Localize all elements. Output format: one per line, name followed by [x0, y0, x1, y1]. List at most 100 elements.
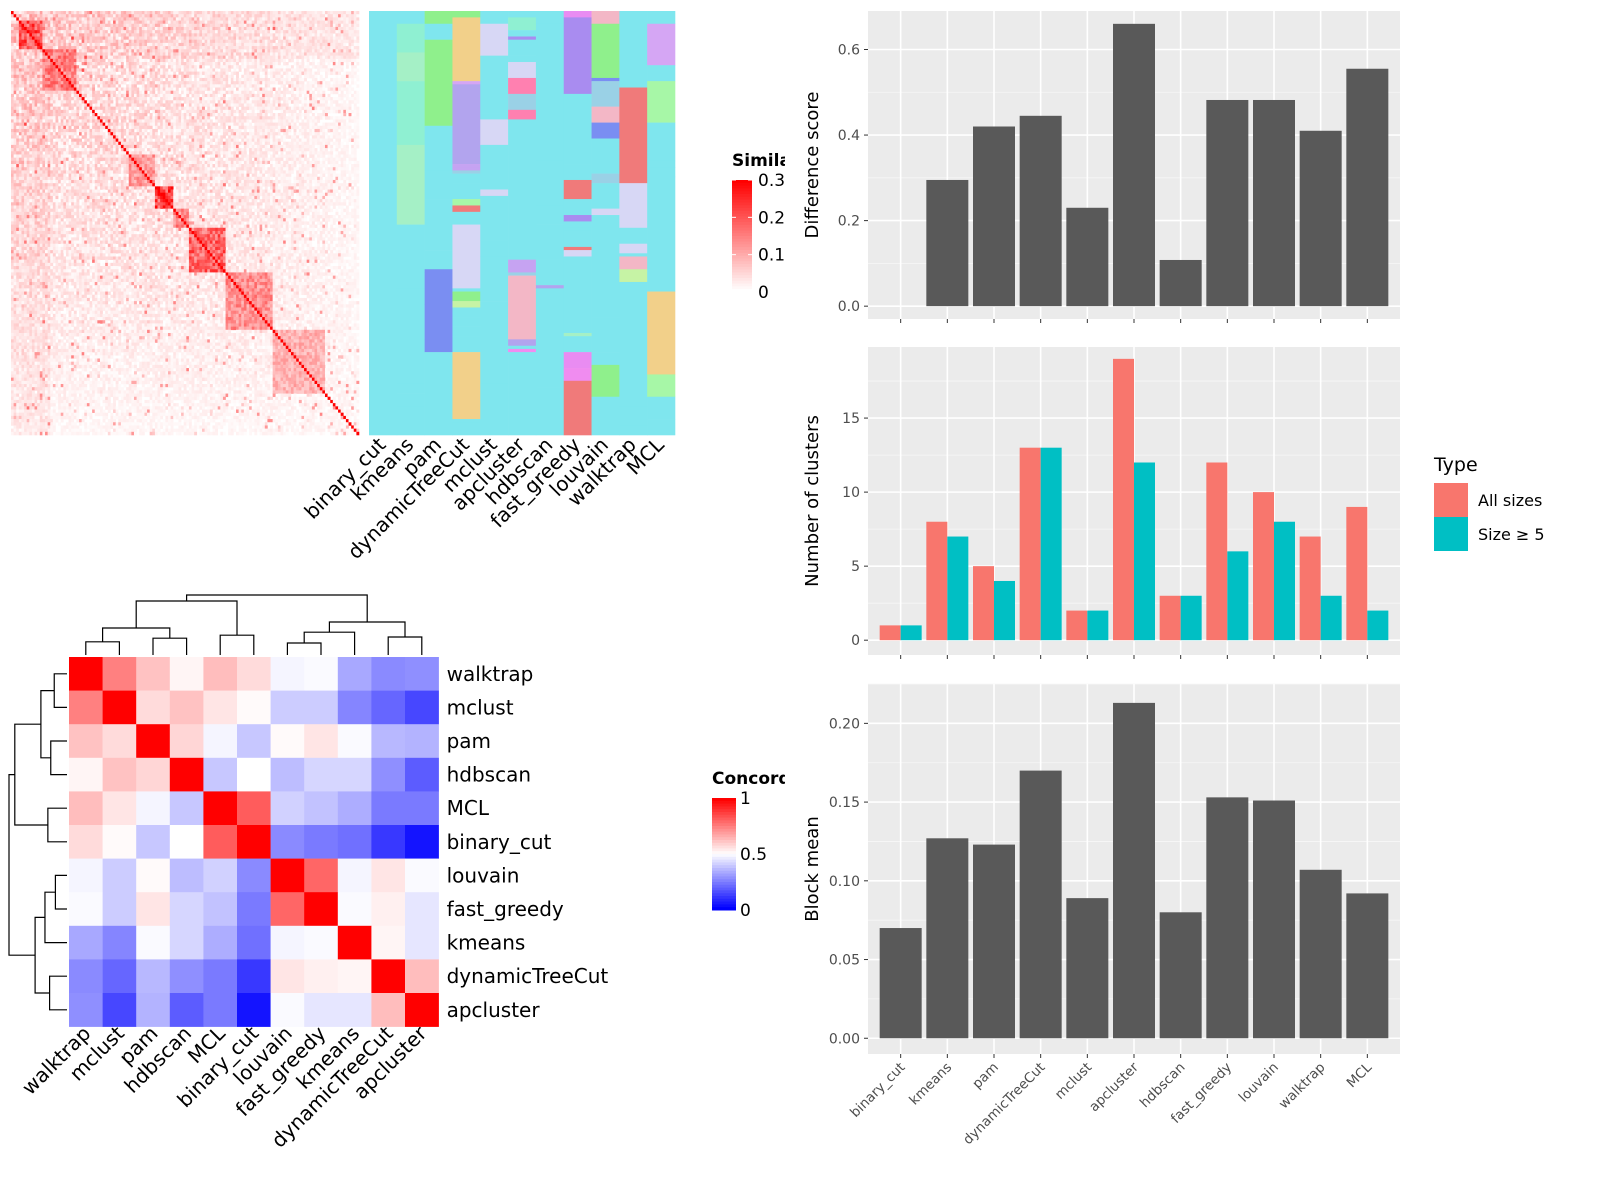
similarity-cell	[173, 77, 177, 82]
similarity-cell	[217, 17, 221, 21]
similarity-cell	[304, 42, 307, 47]
similarity-cell	[220, 93, 224, 98]
similarity-cell	[194, 74, 198, 79]
similarity-cell	[222, 122, 226, 127]
similarity-cell	[173, 109, 177, 114]
similarity-cell	[110, 17, 114, 21]
similarity-cell	[304, 20, 307, 25]
similarity-cell	[301, 119, 305, 123]
similarity-cell	[246, 90, 250, 95]
similarity-cell	[118, 55, 122, 60]
similarity-cell	[68, 119, 72, 123]
similarity-cell	[65, 97, 69, 101]
similarity-cell	[131, 30, 135, 34]
similarity-cell	[204, 55, 208, 60]
similarity-cell	[225, 62, 229, 66]
similarity-cell	[275, 49, 279, 53]
similarity-cell	[97, 39, 101, 44]
similarity-heatmap	[11, 11, 360, 436]
similarity-cell	[256, 30, 260, 34]
similarity-cell	[202, 97, 205, 101]
similarity-cell	[353, 30, 357, 34]
similarity-cell	[215, 17, 219, 21]
similarity-cell	[55, 125, 59, 130]
similarity-cell	[47, 90, 51, 95]
similarity-cell	[309, 42, 313, 47]
similarity-cell	[340, 132, 344, 136]
similarity-cell	[199, 30, 203, 34]
similarity-cell	[21, 90, 25, 95]
similarity-cell	[332, 52, 336, 56]
similarity-cell	[293, 93, 297, 98]
similarity-cell	[215, 58, 219, 63]
similarity-cell	[81, 97, 85, 101]
similarity-cell	[45, 26, 48, 31]
similarity-cell	[89, 23, 93, 28]
similarity-cell	[217, 135, 221, 139]
similarity-cell	[207, 116, 211, 120]
similarity-cell	[11, 84, 14, 88]
similarity-cell	[319, 125, 323, 130]
similarity-cell	[280, 46, 284, 50]
similarity-cell	[63, 97, 67, 101]
similarity-cell	[157, 62, 161, 66]
similarity-cell	[246, 81, 250, 85]
similarity-cell	[13, 11, 17, 15]
similarity-cell	[262, 106, 266, 111]
similarity-cell	[188, 81, 192, 85]
similarity-cell	[186, 106, 190, 111]
similarity-cell	[26, 65, 30, 69]
similarity-cell	[275, 26, 279, 31]
similarity-cell	[29, 106, 33, 111]
similarity-cell	[335, 106, 339, 111]
similarity-cell	[293, 116, 297, 120]
similarity-cell	[157, 36, 161, 40]
similarity-cell	[319, 65, 323, 69]
similarity-cell	[186, 87, 190, 91]
similarity-cell	[115, 68, 119, 72]
similarity-cell	[24, 20, 27, 25]
similarity-cell	[272, 36, 276, 40]
similarity-cell	[283, 77, 287, 82]
similarity-cell	[107, 23, 111, 28]
similarity-cell	[306, 74, 310, 79]
similarity-cell	[55, 93, 59, 98]
similarity-cell	[309, 30, 313, 34]
similarity-cell	[39, 109, 43, 114]
similarity-cell	[34, 39, 38, 44]
similarity-cell	[343, 103, 347, 107]
similarity-cell	[351, 14, 355, 18]
similarity-cell	[283, 58, 287, 63]
similarity-cell	[343, 125, 347, 130]
similarity-cell	[283, 97, 287, 101]
similarity-cell	[167, 97, 171, 101]
similarity-cell	[181, 36, 184, 40]
similarity-cell	[238, 100, 242, 104]
similarity-cell	[81, 26, 85, 31]
similarity-cell	[152, 100, 156, 104]
similarity-cell	[243, 122, 247, 127]
similarity-cell	[133, 132, 137, 136]
similarity-cell	[149, 128, 153, 133]
similarity-cell	[262, 132, 266, 136]
similarity-cell	[319, 74, 323, 79]
similarity-cell	[327, 30, 331, 34]
similarity-cell	[65, 26, 69, 31]
similarity-cell	[301, 65, 305, 69]
similarity-cell	[275, 68, 279, 72]
similarity-cell	[225, 119, 229, 123]
similarity-cell	[288, 113, 292, 117]
similarity-cell	[262, 103, 266, 107]
similarity-cell	[228, 100, 232, 104]
similarity-cell	[173, 97, 177, 101]
similarity-cell	[332, 90, 336, 95]
similarity-cell	[345, 20, 349, 25]
similarity-cell	[343, 74, 347, 79]
similarity-cell	[157, 113, 161, 117]
similarity-cell	[222, 20, 226, 25]
similarity-cell	[128, 39, 132, 44]
similarity-cell	[356, 52, 360, 56]
similarity-cell	[304, 26, 307, 31]
similarity-cell	[18, 62, 22, 66]
similarity-cell	[50, 49, 54, 53]
